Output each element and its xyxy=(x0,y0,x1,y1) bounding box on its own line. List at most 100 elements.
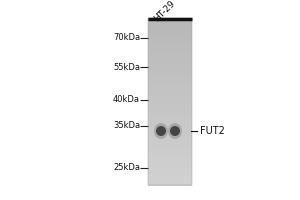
Bar xyxy=(148,95,192,96)
Bar xyxy=(148,168,192,170)
Bar xyxy=(148,122,192,123)
Bar xyxy=(148,26,192,28)
Ellipse shape xyxy=(154,123,168,139)
Bar xyxy=(148,105,192,106)
Bar xyxy=(148,118,192,120)
Bar xyxy=(148,81,192,82)
Bar xyxy=(148,124,192,125)
Bar xyxy=(148,71,192,72)
Bar xyxy=(148,55,192,56)
Bar xyxy=(148,57,192,59)
Bar xyxy=(148,50,192,51)
Bar xyxy=(148,93,192,94)
Bar xyxy=(148,24,192,25)
Bar xyxy=(148,142,192,144)
Bar xyxy=(148,144,192,145)
Bar xyxy=(148,76,192,78)
Text: 40kDa: 40kDa xyxy=(113,96,140,104)
Bar xyxy=(148,36,192,37)
Bar xyxy=(148,66,192,67)
Bar xyxy=(148,164,192,165)
Bar xyxy=(148,85,192,86)
Bar xyxy=(148,91,192,92)
Bar xyxy=(148,133,192,135)
Bar xyxy=(148,173,192,175)
Bar xyxy=(148,103,192,105)
Bar xyxy=(148,31,192,33)
Bar xyxy=(148,36,192,38)
Bar xyxy=(148,161,192,162)
Bar xyxy=(148,31,192,32)
Bar xyxy=(148,157,192,159)
Bar xyxy=(148,87,192,89)
Bar xyxy=(148,137,192,139)
Bar xyxy=(148,182,192,183)
Bar xyxy=(148,151,192,152)
Bar xyxy=(148,139,192,140)
Bar xyxy=(148,107,192,109)
Bar xyxy=(148,179,192,180)
Bar xyxy=(148,175,192,176)
Bar xyxy=(148,46,192,48)
Bar xyxy=(148,80,192,81)
Text: 70kDa: 70kDa xyxy=(113,33,140,43)
Bar xyxy=(148,86,192,87)
Bar xyxy=(148,48,192,49)
Bar xyxy=(148,53,192,54)
Text: 25kDa: 25kDa xyxy=(113,164,140,172)
Bar xyxy=(148,115,192,116)
Ellipse shape xyxy=(168,123,182,139)
Bar xyxy=(148,176,192,177)
Bar xyxy=(148,113,192,115)
Bar xyxy=(148,165,192,166)
Bar xyxy=(148,32,192,34)
Bar xyxy=(148,157,192,158)
Bar xyxy=(148,174,192,175)
Bar xyxy=(148,51,192,52)
Bar xyxy=(148,141,192,142)
Bar xyxy=(148,90,192,91)
Bar xyxy=(148,120,192,121)
Text: 55kDa: 55kDa xyxy=(113,62,140,72)
Bar xyxy=(148,96,192,97)
Bar xyxy=(148,56,192,57)
Bar xyxy=(148,62,192,64)
Bar xyxy=(148,20,192,21)
Bar xyxy=(148,18,192,19)
Bar xyxy=(148,171,192,172)
Bar xyxy=(148,72,192,74)
Bar xyxy=(148,99,192,100)
Bar xyxy=(148,88,192,89)
Bar xyxy=(148,76,192,77)
Bar xyxy=(148,79,192,80)
Bar xyxy=(148,61,192,63)
Bar xyxy=(148,23,192,24)
Bar xyxy=(148,66,192,68)
Bar xyxy=(148,142,192,143)
Bar xyxy=(148,143,192,145)
Bar xyxy=(148,30,192,31)
Bar xyxy=(148,37,192,39)
Bar xyxy=(148,28,192,29)
Bar xyxy=(148,122,192,124)
Bar xyxy=(148,117,192,119)
Bar xyxy=(148,74,192,75)
Bar xyxy=(148,169,192,170)
Bar xyxy=(148,109,192,110)
Bar xyxy=(148,117,192,118)
Bar xyxy=(148,114,192,115)
Bar xyxy=(148,91,192,93)
Bar xyxy=(148,121,192,122)
Bar xyxy=(148,131,192,132)
Bar xyxy=(148,56,192,58)
Bar xyxy=(148,184,192,186)
Bar xyxy=(148,21,192,23)
Bar xyxy=(148,116,192,117)
Bar xyxy=(148,125,192,126)
Bar xyxy=(148,46,192,47)
Bar xyxy=(148,145,192,146)
Bar xyxy=(148,130,192,131)
Bar xyxy=(148,70,192,71)
Bar xyxy=(148,123,192,125)
Bar xyxy=(148,73,192,74)
